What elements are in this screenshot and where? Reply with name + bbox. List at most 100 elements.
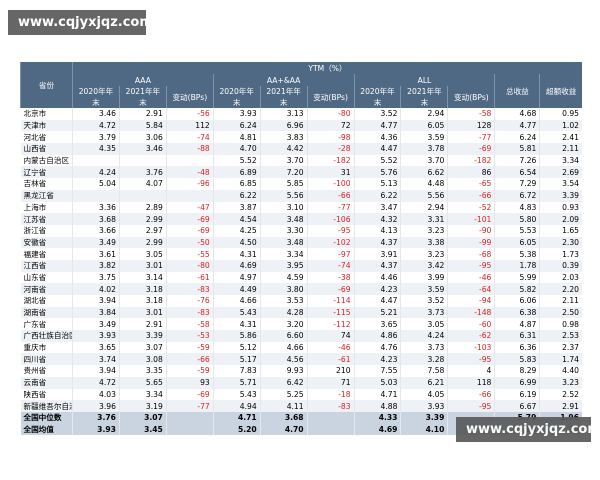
table-row: 贵州省 3.94 3.35 -59 7.83 9.93 210 7.55 7.58 4 8.29 4.… (21, 365, 582, 377)
cell: 5.03 (353, 376, 401, 389)
cell: 7.26 (494, 154, 540, 167)
cell: -66 (447, 388, 495, 401)
cell: 4.25 (212, 224, 261, 237)
cell: 3.94 (72, 365, 120, 377)
cell: 3.39 (400, 411, 448, 424)
sub-header: 2021年年末 (400, 86, 448, 108)
cell: 2.53 (539, 330, 582, 342)
cell: 4.56 (259, 353, 308, 366)
cell: 4.47 (353, 143, 401, 155)
cell: 2.69 (539, 166, 582, 179)
cell: 4.05 (400, 388, 448, 401)
cell: -55 (165, 248, 214, 260)
cell: -74 (165, 131, 214, 144)
cell: 5.56 (259, 189, 308, 202)
cell: -65 (447, 178, 495, 190)
cell: 3.18 (118, 295, 167, 307)
cell: 5.43 (212, 388, 261, 401)
table-row: 陕西省 4.03 3.34 -69 5.43 5.25 -18 4.71 4.05 -66 6.19… (21, 388, 582, 401)
cell: 4.10 (400, 423, 448, 436)
cell: 112 (165, 119, 214, 132)
table-row: 福建省 3.61 3.05 -55 4.31 3.34 -97 3.91 3.23 -68 5.38… (21, 248, 582, 260)
cell: 3.65 (353, 318, 401, 331)
cell: 5.21 (353, 306, 401, 319)
cell: 71 (306, 376, 355, 389)
cell: 4.70 (259, 423, 308, 436)
cell: 5.56 (400, 189, 448, 202)
empty-cell (165, 189, 214, 202)
cell: 6.36 (494, 341, 540, 354)
cell: 4.50 (212, 236, 261, 249)
cell: 31 (306, 166, 355, 179)
cell: 3.20 (259, 318, 308, 331)
cell: 5.71 (212, 376, 261, 389)
cell: 3.68 (259, 411, 308, 424)
cell: -18 (306, 388, 355, 401)
cell: -83 (165, 283, 214, 295)
cell: -58 (447, 108, 495, 120)
cell: 2.94 (400, 201, 448, 214)
cell: 3.52 (353, 108, 401, 120)
cell: 4.77 (494, 119, 540, 132)
row-label: 浙江省 (23, 226, 47, 236)
cell: 74 (306, 330, 355, 342)
cell: 0.95 (539, 108, 582, 120)
cell: 6.60 (259, 330, 308, 342)
table-row: 湖北省 3.94 3.18 -76 4.66 3.53 -114 4.47 3.52 -94 6.0… (21, 295, 582, 307)
cell: 3.39 (539, 189, 582, 202)
row-label: 湖南省 (20, 306, 73, 319)
cell: -99 (447, 236, 495, 249)
group-header: AA+&AA (212, 74, 355, 86)
cell: 3.74 (72, 353, 120, 366)
cell: -77 (447, 131, 495, 144)
row-label: 山西省 (20, 143, 73, 155)
cell: 3.80 (259, 283, 308, 295)
cell: 93 (165, 376, 214, 389)
cell: -77 (306, 201, 355, 214)
cell: 4.71 (353, 388, 401, 401)
cell: 4.46 (353, 271, 401, 284)
cell: 3.93 (72, 330, 120, 342)
header-row: AAA AA+&AA ALL 总收益 超额收益 (21, 74, 582, 108)
cell: -69 (165, 388, 214, 401)
sub-header: 2020年年末 (212, 86, 261, 108)
cell: -101 (447, 213, 495, 225)
row-label: 上海市 (23, 202, 47, 212)
cell: 4.32 (353, 213, 401, 225)
cell: -103 (447, 341, 495, 354)
cell: 5.65 (118, 376, 167, 389)
cell: -83 (306, 400, 355, 412)
cell: 3.76 (72, 411, 120, 424)
cell: 3.73 (400, 306, 448, 319)
row-label: 贵州省 (23, 366, 47, 376)
row-label: 新疆维吾尔自治区 (20, 400, 73, 412)
cell: 4.83 (494, 201, 540, 214)
corner-header: 省份 (20, 62, 73, 108)
watermark: www.cqjyxjqz.com (8, 10, 153, 35)
cell: -94 (447, 295, 495, 307)
cell: 4.07 (118, 178, 167, 190)
cell: 4.94 (212, 400, 261, 412)
table-row: 山东省 3.75 3.14 -61 4.97 4.59 -38 4.46 3.99 -46 5.99… (21, 271, 582, 284)
cell: 4.40 (539, 365, 582, 377)
cell: -69 (165, 213, 214, 225)
cell: -66 (165, 353, 214, 366)
cell: -112 (306, 318, 355, 331)
cell: 3.35 (118, 365, 167, 377)
cell: 4.86 (353, 330, 401, 342)
cell: 3.49 (72, 318, 120, 331)
cell: 4.71 (212, 411, 261, 424)
watermark: www.cqjyxjqz.com (456, 417, 600, 442)
row-label: 福建省 (23, 249, 47, 259)
cell: 3.30 (259, 224, 308, 237)
cell: 6.21 (400, 376, 448, 389)
cell: 3.01 (118, 259, 167, 272)
cell: -38 (306, 271, 355, 284)
cell: 6.06 (494, 295, 540, 307)
cell: 6.89 (212, 166, 261, 179)
group-header: AAA (72, 74, 214, 86)
cell: 3.78 (400, 143, 448, 155)
cell: -28 (306, 143, 355, 155)
cell: 3.31 (400, 213, 448, 225)
header-row: 省份 YTM（%） (20, 62, 582, 108)
